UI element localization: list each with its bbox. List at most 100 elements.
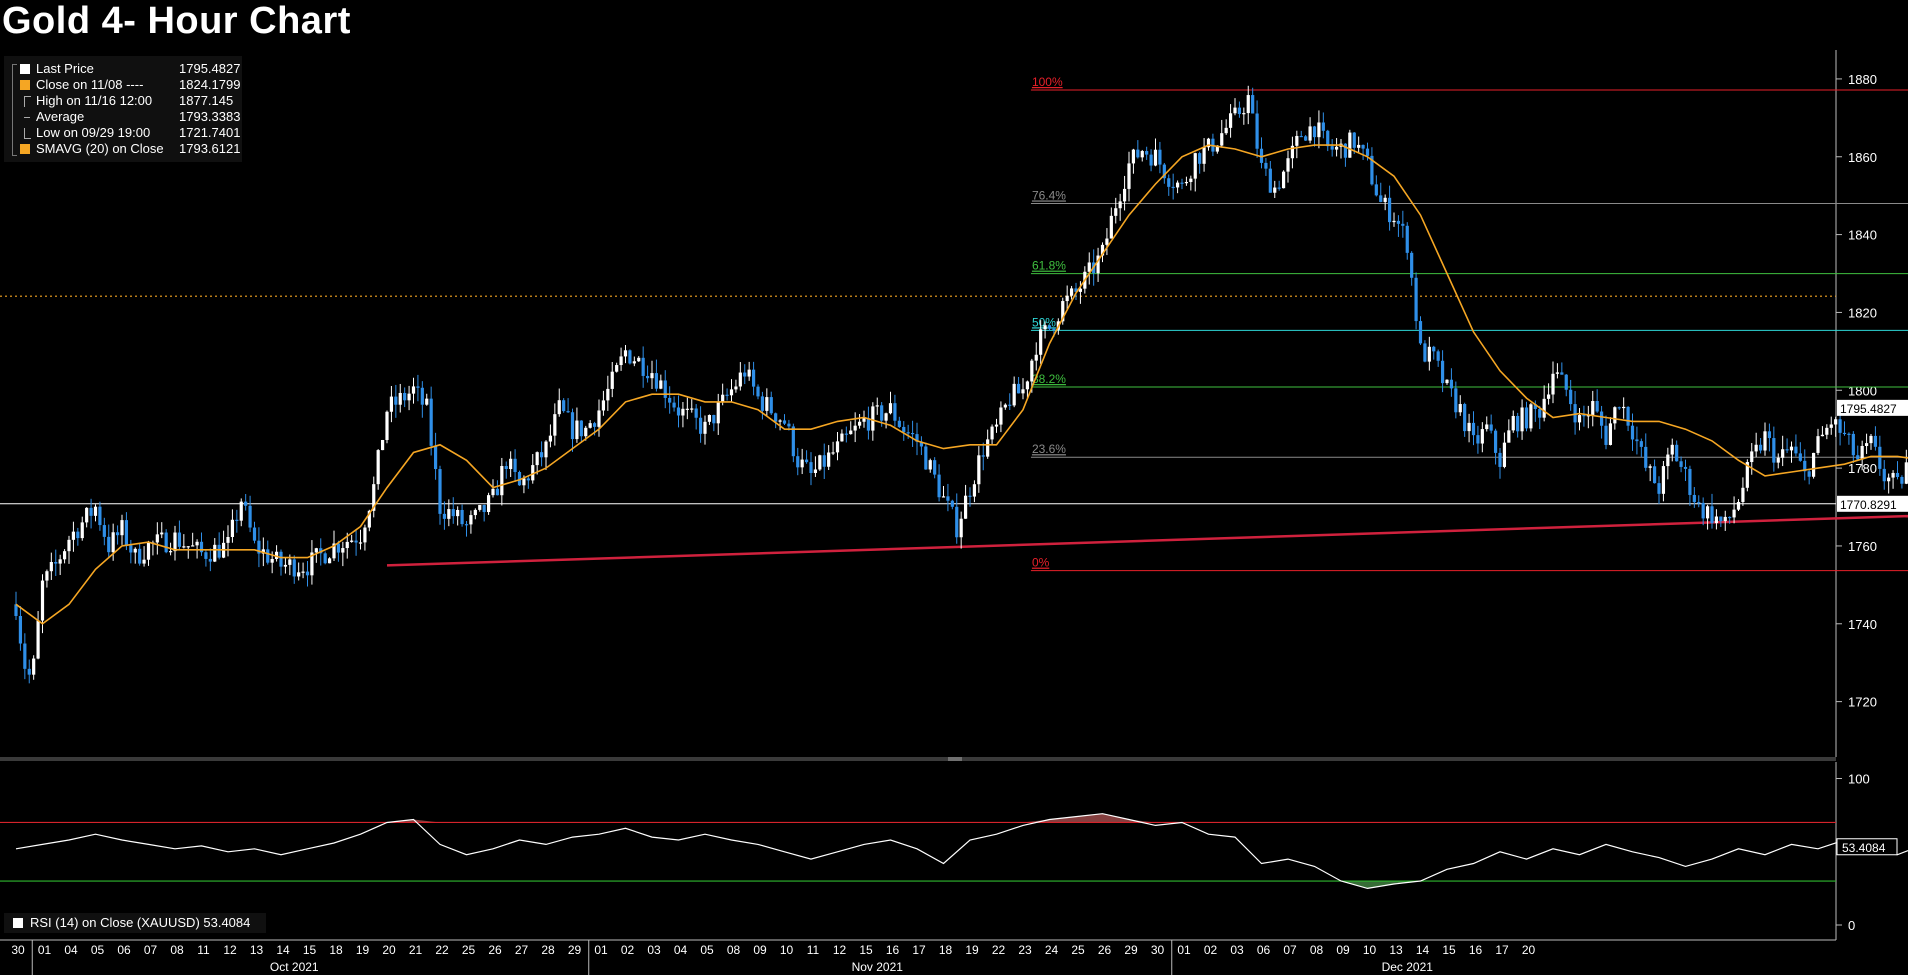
candle-down: [663, 380, 667, 398]
candle-down: [199, 541, 204, 553]
candle-up: [1100, 244, 1105, 256]
price-legend: Last Price 1795.4827 Close on 11/08 ---- 18…: [4, 56, 242, 162]
candle-up: [367, 510, 371, 528]
candle-down: [1299, 135, 1303, 138]
x-month-label: Oct 2021: [270, 960, 319, 974]
candle-down: [1635, 439, 1639, 442]
candle-down: [464, 524, 469, 526]
candle-up: [1114, 208, 1118, 216]
candle-down: [1352, 132, 1356, 148]
candle-up: [456, 509, 460, 517]
candle-down: [1321, 122, 1325, 131]
candle-up: [1511, 415, 1515, 431]
candle-down: [1463, 404, 1467, 432]
candle-up: [40, 580, 45, 621]
candle-down: [1516, 415, 1520, 432]
candle-up: [619, 356, 623, 366]
candle-down: [1639, 441, 1643, 447]
candle-up: [977, 455, 981, 485]
candle-down: [1652, 466, 1657, 484]
candle-up: [553, 414, 557, 436]
candle-down: [809, 462, 813, 473]
candle-down: [416, 386, 420, 388]
candle-up: [1118, 201, 1122, 209]
candle-down: [668, 397, 672, 403]
candle-up: [500, 466, 504, 496]
candle-down: [1599, 411, 1604, 426]
candle-up: [411, 386, 416, 394]
candle-up: [1750, 451, 1754, 463]
candle-down: [645, 375, 650, 379]
x-day-label: 06: [117, 943, 131, 957]
candle-down: [1237, 107, 1242, 115]
candle-up: [1233, 107, 1237, 114]
candle-up: [62, 551, 67, 560]
legend-label: Low on 09/29 19:00: [36, 125, 151, 140]
candle-down: [910, 432, 915, 435]
candle-up: [509, 458, 513, 470]
candle-up: [632, 361, 636, 364]
candle-down: [1180, 182, 1184, 184]
legend-value: 1877.145: [179, 93, 234, 108]
legend-label: SMAVG (20) on Close: [36, 141, 164, 156]
candle-down: [1493, 430, 1498, 453]
x-day-label: 19: [965, 943, 979, 957]
candle-down: [124, 520, 129, 546]
rsi-overbought-fill: [16, 813, 1908, 823]
candle-up: [1220, 133, 1224, 146]
candle-down: [1856, 455, 1860, 460]
candle-down: [562, 400, 566, 412]
candle-up: [327, 558, 332, 564]
price-tick-label: 1800: [1848, 383, 1877, 398]
candle-down: [1255, 113, 1259, 149]
legend-value: 1793.6121: [179, 141, 241, 156]
candle-down: [1410, 252, 1414, 278]
x-day-label: 19: [356, 943, 370, 957]
candle-up: [1242, 113, 1246, 115]
candle-up: [853, 425, 857, 431]
candle-up: [195, 541, 199, 546]
candle-down: [1785, 449, 1789, 451]
x-day-label: 21: [409, 943, 423, 957]
candle-up: [93, 506, 98, 516]
candle-down: [14, 604, 18, 616]
x-day-label: 26: [488, 943, 502, 957]
candle-up: [160, 532, 164, 535]
candle-down: [460, 509, 464, 525]
candle-down: [933, 460, 937, 475]
x-day-label: 05: [91, 943, 105, 957]
x-day-label: 23: [1018, 943, 1032, 957]
candle-up: [1622, 406, 1626, 409]
candle-down: [1171, 186, 1175, 189]
candle-down: [924, 446, 928, 470]
candle-up: [522, 478, 526, 486]
x-day-label: 26: [1098, 943, 1112, 957]
candle-down: [902, 426, 906, 433]
candle-up: [425, 398, 429, 405]
candle-down: [1701, 502, 1705, 519]
candle-up: [959, 518, 963, 538]
x-day-label: 01: [1177, 943, 1191, 957]
candle-up: [80, 522, 84, 539]
legend-symbol: [24, 96, 31, 107]
candle-up: [884, 413, 888, 421]
candle-down: [252, 527, 257, 541]
candle-down: [433, 445, 438, 470]
candle-up: [1030, 360, 1034, 382]
candle-down: [919, 441, 924, 447]
rsi-legend: RSI (14) on Close (XAUUSD) 53.4084: [4, 913, 266, 933]
candle-up: [557, 400, 561, 415]
candle-down: [164, 532, 168, 553]
candle-up: [173, 532, 177, 552]
candle-up: [1140, 151, 1144, 158]
candle-up: [274, 551, 279, 559]
candle-up: [535, 452, 539, 466]
candle-down: [756, 386, 760, 397]
candle-up: [1069, 288, 1074, 296]
candle-up: [1811, 452, 1816, 477]
candle-up: [350, 540, 354, 542]
candle-down: [915, 434, 919, 442]
candle-up: [1308, 126, 1312, 141]
candle-up: [659, 380, 663, 389]
candle-up: [261, 549, 265, 554]
